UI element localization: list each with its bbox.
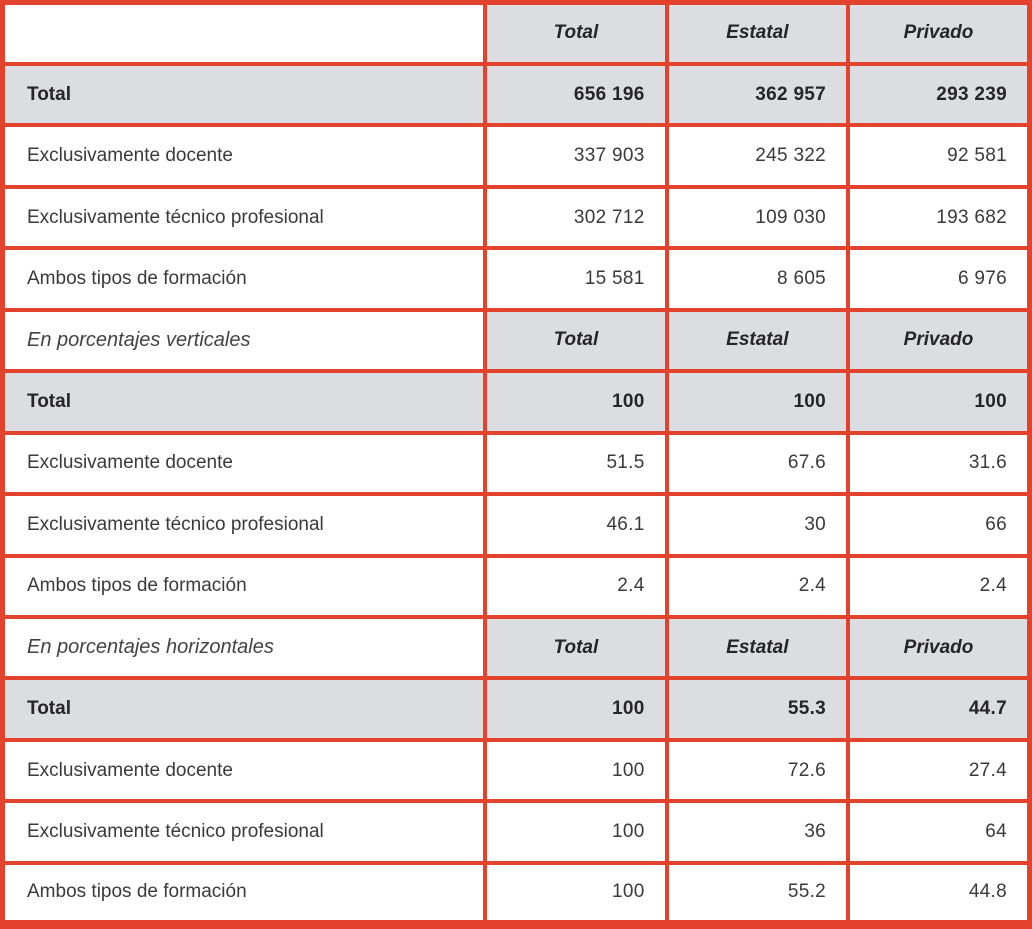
row-label: Ambos tipos de formación [0,553,488,620]
table-row: Exclusivamente técnico profesional 100 3… [0,799,1032,865]
cell-value: 67.6 [664,430,851,497]
cell-value: 100 [483,860,669,927]
section1-header-row: Total Estatal Privado [0,0,1032,66]
row-label: Total [0,61,488,128]
section2-col-header-privado: Privado [846,307,1032,374]
table-row: Exclusivamente docente 100 72.6 27.4 [0,737,1032,804]
cell-value: 100 [483,737,669,804]
cell-value: 15 581 [483,246,669,312]
table-row: Exclusivamente técnico profesional 302 7… [0,184,1032,251]
cell-value: 46.1 [483,492,669,558]
cell-value: 44.8 [846,860,1032,927]
section2-total-row: Total 100 100 100 [0,369,1032,435]
cell-value: 30 [664,492,851,558]
cell-value: 193 682 [846,184,1032,251]
cell-value: 27.4 [846,737,1032,804]
row-label: Ambos tipos de formación [0,860,488,927]
row-label: Ambos tipos de formación [0,246,488,312]
cell-value: 100 [483,369,669,435]
cell-value: 337 903 [483,123,669,189]
table-row: Exclusivamente técnico profesional 46.1 … [0,492,1032,558]
section3-col-header-total: Total [483,615,669,681]
section2-header-row: En porcentajes verticales Total Estatal … [0,307,1032,374]
section3-title: En porcentajes horizontales [0,615,488,681]
section3-total-row: Total 100 55.3 44.7 [0,676,1032,742]
section2-col-header-estatal: Estatal [664,307,851,374]
cell-value: 109 030 [664,184,851,251]
section3-col-header-estatal: Estatal [664,615,851,681]
cell-value: 100 [664,369,851,435]
cell-value: 656 196 [483,61,669,128]
cell-value: 6 976 [846,246,1032,312]
cell-value: 44.7 [846,676,1032,742]
cell-value: 2.4 [483,553,669,620]
section2-col-header-total: Total [483,307,669,374]
cell-value: 72.6 [664,737,851,804]
cell-value: 55.3 [664,676,851,742]
cell-value: 302 712 [483,184,669,251]
table-row: Ambos tipos de formación 2.4 2.4 2.4 [0,553,1032,620]
cell-value: 92 581 [846,123,1032,189]
section1-col-header-estatal: Estatal [664,0,851,66]
row-label: Total [0,369,488,435]
cell-value: 51.5 [483,430,669,497]
section3-col-header-privado: Privado [846,615,1032,681]
cell-value: 2.4 [664,553,851,620]
row-label: Total [0,676,488,742]
cell-value: 55.2 [664,860,851,927]
cell-value: 100 [846,369,1032,435]
row-label: Exclusivamente técnico profesional [0,184,488,251]
table-row: Ambos tipos de formación 100 55.2 44.8 [0,860,1032,927]
row-label: Exclusivamente docente [0,123,488,189]
section1-title [0,0,488,66]
cell-value: 2.4 [846,553,1032,620]
cell-value: 100 [483,676,669,742]
row-label: Exclusivamente docente [0,737,488,804]
cell-value: 293 239 [846,61,1032,128]
cell-value: 66 [846,492,1032,558]
row-label: Exclusivamente docente [0,430,488,497]
cell-value: 36 [664,799,851,865]
cell-value: 362 957 [664,61,851,128]
cell-value: 245 322 [664,123,851,189]
cell-value: 64 [846,799,1032,865]
cell-value: 8 605 [664,246,851,312]
table-row: Ambos tipos de formación 15 581 8 605 6 … [0,246,1032,312]
section1-col-header-total: Total [483,0,669,66]
table-row: Exclusivamente docente 337 903 245 322 9… [0,123,1032,189]
section1-col-header-privado: Privado [846,0,1032,66]
section1-total-row: Total 656 196 362 957 293 239 [0,61,1032,128]
row-label: Exclusivamente técnico profesional [0,799,488,865]
cell-value: 100 [483,799,669,865]
section2-title: En porcentajes verticales [0,307,488,374]
section3-header-row: En porcentajes horizontales Total Estata… [0,615,1032,681]
table-row: Exclusivamente docente 51.5 67.6 31.6 [0,430,1032,497]
row-label: Exclusivamente técnico profesional [0,492,488,558]
cell-value: 31.6 [846,430,1032,497]
